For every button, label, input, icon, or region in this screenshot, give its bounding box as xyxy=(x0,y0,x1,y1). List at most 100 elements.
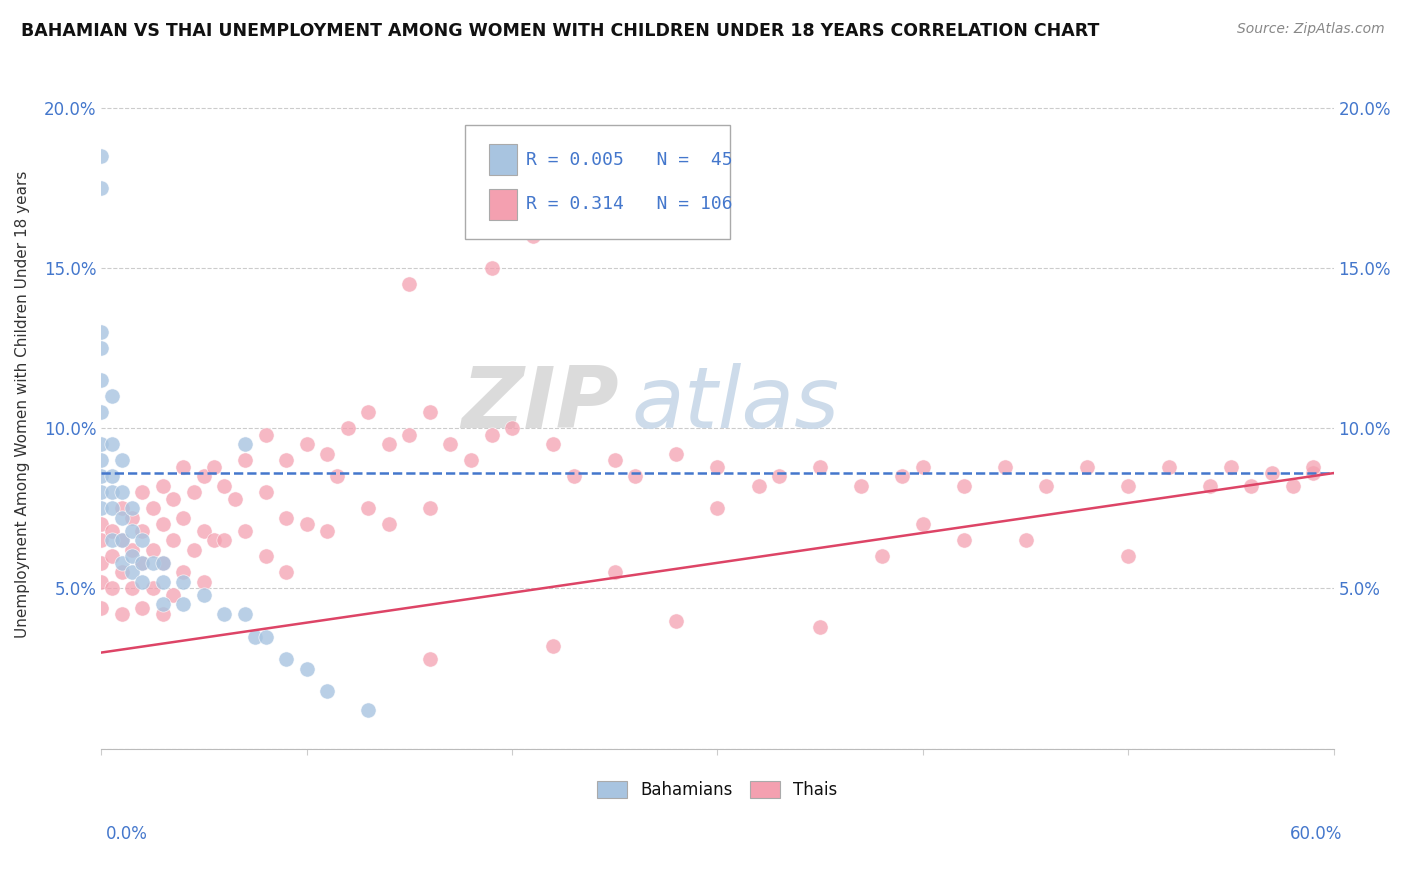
Point xyxy=(953,533,976,548)
Point xyxy=(439,437,461,451)
Point xyxy=(183,543,205,558)
Point xyxy=(152,556,174,570)
Point xyxy=(460,453,482,467)
Point xyxy=(90,501,112,516)
Point xyxy=(202,459,225,474)
Point xyxy=(398,277,420,291)
Point xyxy=(1159,459,1181,474)
Point xyxy=(111,511,134,525)
Point xyxy=(111,607,134,621)
Point xyxy=(131,600,153,615)
Point xyxy=(111,485,134,500)
Point xyxy=(891,469,914,483)
Point xyxy=(90,373,112,387)
Point xyxy=(295,662,318,676)
Point xyxy=(121,566,143,580)
Point xyxy=(254,485,277,500)
Point xyxy=(274,652,297,666)
Point xyxy=(162,588,184,602)
Point xyxy=(152,517,174,532)
Point xyxy=(152,598,174,612)
Point xyxy=(131,485,153,500)
Point xyxy=(90,600,112,615)
Point xyxy=(121,582,143,596)
Point xyxy=(233,437,256,451)
Point xyxy=(1116,549,1139,564)
Point xyxy=(90,556,112,570)
Point xyxy=(100,437,122,451)
Point xyxy=(142,582,165,596)
Text: atlas: atlas xyxy=(631,363,839,446)
Point xyxy=(100,469,122,483)
Point xyxy=(1076,459,1098,474)
Point xyxy=(90,469,112,483)
Point xyxy=(90,453,112,467)
Point xyxy=(326,469,349,483)
Point xyxy=(131,575,153,590)
Point xyxy=(1281,479,1303,493)
Point xyxy=(172,575,194,590)
Y-axis label: Unemployment Among Women with Children Under 18 years: Unemployment Among Women with Children U… xyxy=(15,170,30,638)
Point xyxy=(316,447,339,461)
Point xyxy=(233,524,256,538)
Point xyxy=(419,501,441,516)
Point xyxy=(121,511,143,525)
Point xyxy=(1199,479,1222,493)
Point xyxy=(142,556,165,570)
Point xyxy=(90,149,112,163)
Point xyxy=(254,630,277,644)
Point xyxy=(90,533,112,548)
Point xyxy=(183,485,205,500)
Point xyxy=(1261,466,1284,480)
Point xyxy=(274,511,297,525)
Point xyxy=(90,405,112,419)
Legend: Bahamians, Thais: Bahamians, Thais xyxy=(591,774,844,805)
Text: ZIP: ZIP xyxy=(461,363,619,446)
Point xyxy=(172,511,194,525)
Point xyxy=(121,549,143,564)
Point xyxy=(214,607,236,621)
Point xyxy=(152,607,174,621)
Point xyxy=(131,524,153,538)
Point xyxy=(1014,533,1036,548)
Point xyxy=(131,556,153,570)
Point xyxy=(233,453,256,467)
Point xyxy=(172,598,194,612)
Point xyxy=(481,427,503,442)
Point xyxy=(953,479,976,493)
Point xyxy=(224,491,246,506)
Bar xyxy=(489,189,516,219)
FancyBboxPatch shape xyxy=(465,125,730,239)
Point xyxy=(100,389,122,403)
Point xyxy=(481,260,503,275)
Point xyxy=(131,556,153,570)
Point xyxy=(706,459,728,474)
Text: BAHAMIAN VS THAI UNEMPLOYMENT AMONG WOMEN WITH CHILDREN UNDER 18 YEARS CORRELATI: BAHAMIAN VS THAI UNEMPLOYMENT AMONG WOME… xyxy=(21,22,1099,40)
Point xyxy=(172,566,194,580)
Point xyxy=(316,524,339,538)
Point xyxy=(808,620,831,634)
Point xyxy=(870,549,893,564)
Point xyxy=(90,181,112,195)
Point xyxy=(603,453,626,467)
Point xyxy=(1302,466,1324,480)
Point xyxy=(378,517,401,532)
Point xyxy=(254,427,277,442)
Point xyxy=(254,549,277,564)
Point xyxy=(202,533,225,548)
Point xyxy=(100,549,122,564)
Text: 60.0%: 60.0% xyxy=(1291,825,1343,843)
Point xyxy=(90,325,112,339)
Point xyxy=(111,533,134,548)
Point xyxy=(768,469,790,483)
Point xyxy=(152,556,174,570)
Point xyxy=(419,405,441,419)
Point xyxy=(398,427,420,442)
Point xyxy=(131,533,153,548)
Point xyxy=(193,524,215,538)
Point xyxy=(274,453,297,467)
Point xyxy=(665,614,688,628)
Point xyxy=(562,469,585,483)
Point xyxy=(1219,459,1241,474)
Point xyxy=(172,459,194,474)
